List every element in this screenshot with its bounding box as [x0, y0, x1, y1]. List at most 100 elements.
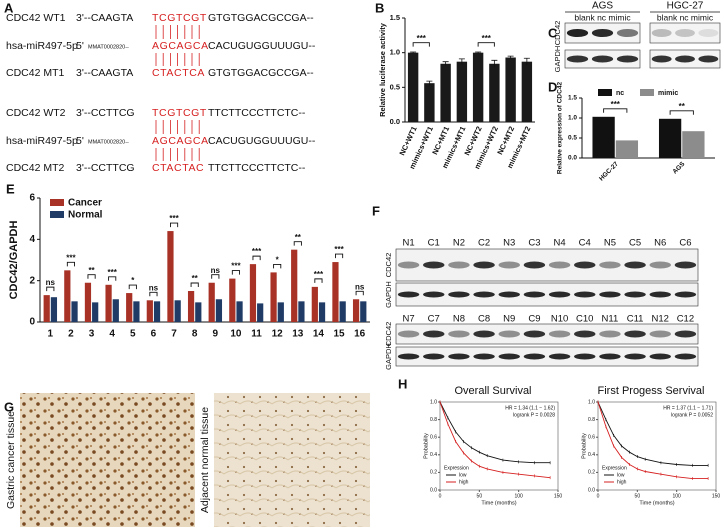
- x-tick-label: 0: [597, 493, 600, 499]
- bar: [174, 300, 181, 322]
- y-tick-label: 0.8: [430, 417, 437, 423]
- bar: [146, 300, 153, 322]
- seq-name: CDC42 MT1: [6, 67, 65, 79]
- blot-band: [616, 55, 639, 63]
- bar: [236, 301, 243, 322]
- lane-label: N10: [551, 314, 568, 325]
- legend-label: low: [617, 472, 625, 478]
- x-tick-label: 2: [68, 329, 74, 340]
- y-tick-label: 1.0: [430, 399, 437, 405]
- blot-band: [574, 291, 596, 298]
- sig-bracket: [149, 291, 158, 297]
- lane-label: C6: [679, 238, 691, 249]
- bar: [195, 302, 202, 322]
- lane-label: C3: [528, 238, 540, 249]
- bar: [43, 295, 50, 322]
- lane-label: C11: [627, 314, 644, 325]
- seq-tail: CACUGUGGUUUGU--: [208, 135, 316, 147]
- x-tick-label: 50: [477, 493, 483, 499]
- blot-band: [448, 353, 470, 360]
- error-bar: [426, 80, 433, 86]
- blot-band: [675, 29, 695, 37]
- seq-tail: TTCTTCCCTTCTC--: [208, 162, 306, 174]
- plot-frame: [597, 401, 717, 491]
- blot-band: [675, 55, 695, 63]
- seq-end: 5': [76, 135, 84, 147]
- blot-band: [651, 29, 672, 37]
- y-tick-label: 1.0: [568, 115, 577, 122]
- lane-label: N12: [652, 314, 669, 325]
- bar: [215, 299, 223, 322]
- sig-bracket: [108, 276, 117, 281]
- bar: [440, 63, 451, 122]
- error-bar: [442, 61, 449, 66]
- y-axis-label: Relative expression of CDC42: [557, 82, 564, 175]
- blot-band: [498, 261, 520, 269]
- bar: [208, 282, 215, 322]
- blot-band: [397, 291, 420, 298]
- bar: [332, 262, 339, 322]
- blot-band: [674, 261, 697, 269]
- error-bar: [491, 59, 498, 68]
- legend-swatch: [598, 89, 612, 96]
- plot-frame: [439, 401, 559, 491]
- x-tick-label: 150: [712, 493, 721, 499]
- protein-label: CDC42: [384, 253, 393, 278]
- bar: [424, 83, 435, 122]
- lane-label: N8: [453, 314, 465, 325]
- legend-swatch: [50, 199, 64, 206]
- y-tick-label: 0.2: [430, 470, 437, 476]
- histology-label: Adjacent normal tissue: [199, 407, 211, 513]
- sig-bracket: [477, 42, 495, 47]
- bar: [105, 284, 112, 322]
- bar: [682, 131, 705, 158]
- error-bar: [523, 57, 530, 66]
- bar: [489, 63, 500, 122]
- lane-label: N5: [604, 238, 616, 249]
- bar: [64, 270, 71, 322]
- lane-label: C1: [428, 238, 440, 249]
- blot-band: [698, 55, 719, 63]
- lane-label: C7: [428, 314, 440, 325]
- y-axis-label: CDC42/GAPDH: [8, 221, 20, 300]
- x-tick-label: 6: [151, 329, 157, 340]
- bar: [318, 302, 326, 322]
- bar: [167, 231, 174, 322]
- sig-label: ***: [169, 214, 179, 223]
- legend-title: Expression: [444, 465, 469, 471]
- x-tick-label: 5: [130, 329, 136, 340]
- y-tick-label: 0.4: [430, 452, 437, 458]
- sig-bracket: [273, 263, 282, 269]
- x-tick-label: 7: [171, 329, 177, 340]
- seq-seed: AGCAGCA: [152, 135, 209, 147]
- lane-label: N7: [403, 314, 415, 325]
- lane-label: C4: [579, 238, 591, 249]
- blot-band: [599, 261, 621, 269]
- sig-bracket: [355, 290, 364, 296]
- x-tick-label: 16: [354, 329, 366, 340]
- protein-label: CDC42: [553, 21, 562, 46]
- x-tick-label: 14: [313, 329, 325, 340]
- y-tick-label: 0.4: [588, 452, 595, 458]
- blot-band: [523, 330, 546, 338]
- seq-name: hsa-miR497-5p: [6, 40, 78, 52]
- x-tick-label: 13: [292, 329, 304, 340]
- seq-tail: CACUGUGGUUUGU--: [208, 40, 316, 52]
- sig-label: ***: [611, 100, 621, 109]
- bar: [505, 57, 516, 122]
- sig-label: ***: [66, 253, 76, 262]
- sig-bracket: [87, 274, 96, 279]
- y-tick-label: 0.0: [568, 155, 577, 162]
- blot-band: [624, 330, 646, 338]
- blot-band: [548, 291, 571, 298]
- y-tick-label: 0.8: [588, 417, 595, 423]
- y-tick-label: 0.0: [588, 487, 595, 493]
- y-tick-label: 0.5: [390, 82, 400, 91]
- blot-group: HGC-27: [667, 1, 704, 12]
- blot-band: [566, 55, 589, 63]
- bar: [126, 293, 133, 322]
- seq-id: MMAT0002820--: [88, 139, 129, 145]
- sig-bracket: [412, 42, 430, 47]
- legend-swatch: [50, 211, 64, 218]
- blot-band: [649, 291, 671, 298]
